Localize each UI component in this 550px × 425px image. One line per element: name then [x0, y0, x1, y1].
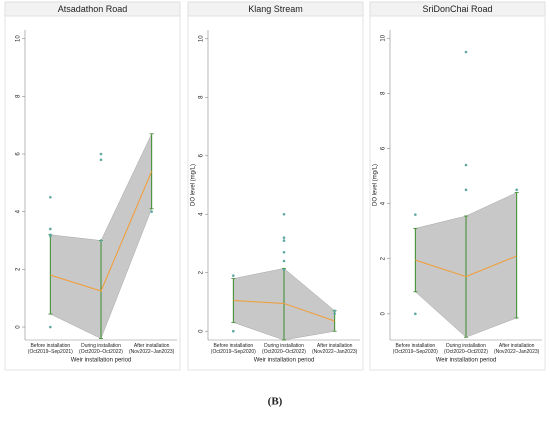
x-axis-label: Weir installation period	[436, 358, 497, 364]
data-point	[282, 250, 286, 254]
data-point	[232, 274, 235, 277]
y-tick-label: 6	[16, 152, 22, 156]
y-tick-label: 0	[16, 325, 22, 329]
data-point	[282, 239, 286, 242]
x-tick-label-line: (Oct2019–Sep2021)	[28, 349, 73, 355]
y-tick-label: 2	[199, 270, 205, 274]
y-tick-label: 4	[381, 201, 387, 205]
data-point	[99, 158, 103, 162]
data-point	[99, 239, 103, 242]
y-tick-label: 8	[381, 91, 387, 95]
x-tick-label-line: After installation	[499, 343, 535, 349]
panel-title: Atsadathon Road	[58, 4, 128, 14]
y-tick-label: 0	[381, 311, 387, 315]
mean-line	[233, 300, 335, 322]
data-point	[464, 163, 468, 167]
data-point	[49, 227, 52, 231]
y-tick-label: 4	[16, 209, 22, 213]
x-tick-label-line: (Oct2020–Oct2022)	[444, 349, 488, 355]
data-point	[333, 309, 336, 313]
x-tick-label-line: After installation	[134, 343, 170, 349]
x-tick-label-line: (Oct2020–Oct2022)	[79, 349, 123, 355]
data-point	[464, 188, 468, 192]
data-point	[49, 195, 52, 199]
x-tick-label-line: During installation	[446, 343, 486, 349]
y-tick-label: 8	[199, 95, 205, 99]
data-point	[282, 236, 286, 239]
x-tick-label: Before installation (Oct2019–Sep2020)	[393, 343, 438, 355]
panel-header	[187, 1, 364, 17]
data-point	[464, 50, 468, 54]
data-point	[282, 259, 286, 263]
y-tick-label: 2	[381, 256, 387, 260]
data-point	[232, 329, 235, 333]
mean-line	[415, 255, 517, 278]
data-point	[414, 213, 417, 216]
x-tick-label-line: Before installation	[395, 343, 435, 349]
x-tick-label-line: (Nov2022–Jan2023)	[494, 349, 540, 355]
y-tick-label: 10	[16, 35, 22, 42]
y-axis-label: DO level (mg/L)	[191, 164, 197, 206]
y-tick-label: 6	[199, 153, 205, 157]
x-tick-label: Before installation (Oct2019–Sep2020)	[211, 343, 256, 355]
caption: (B)	[268, 396, 283, 408]
x-tick-label: Before installation (Oct2019–Sep2021)	[28, 343, 73, 355]
data-point	[150, 210, 153, 213]
x-tick-label-line: (Nov2022–Jan2023)	[129, 349, 175, 355]
data-point	[282, 212, 286, 216]
x-tick-label: During installation (Oct2020–Oct2022)	[262, 343, 306, 355]
x-tick-label-line: During installation	[81, 343, 121, 349]
x-tick-label-line: Before installation	[213, 343, 253, 349]
y-tick-label: 8	[16, 94, 22, 98]
y-tick-label: 4	[199, 212, 205, 216]
y-tick-label: 10	[381, 34, 387, 41]
x-tick-label-line: (Nov2022–Jan2023)	[312, 349, 358, 355]
data-point	[414, 312, 417, 316]
x-tick-label: After installation (Nov2022–Jan2023)	[494, 343, 540, 355]
x-axis-label: Weir installation period	[254, 358, 315, 364]
y-tick-label: 0	[199, 329, 205, 333]
x-tick-label-line: After installation	[317, 343, 353, 349]
x-tick-label: During installation (Oct2020–Oct2022)	[444, 343, 488, 355]
x-tick-label: During installation (Oct2020–Oct2022)	[79, 343, 123, 355]
data-point	[333, 312, 336, 315]
data-point	[282, 268, 286, 272]
mean-line	[50, 171, 153, 292]
x-axis-label: Weir installation period	[71, 358, 132, 364]
x-tick-label: After installation (Nov2022–Jan2023)	[312, 343, 358, 355]
x-tick-label-line: (Oct2019–Sep2020)	[393, 349, 438, 355]
panel-header	[4, 1, 181, 17]
panel-title: Klang Stream	[248, 4, 303, 14]
x-tick-label-line: Before installation	[30, 343, 70, 349]
y-tick-label: 10	[199, 35, 205, 42]
x-tick-label-line: During installation	[264, 343, 304, 349]
x-tick-label: After installation (Nov2022–Jan2023)	[129, 343, 175, 355]
data-point	[99, 152, 103, 156]
x-tick-label-line: (Oct2020–Oct2022)	[262, 349, 306, 355]
x-tick-label-line: (Oct2019–Sep2020)	[211, 349, 256, 355]
y-tick-label: 6	[381, 146, 387, 150]
y-axis-label: DO level (mg/L)	[373, 164, 379, 206]
data-point	[515, 188, 518, 192]
data-point	[49, 325, 52, 329]
panel-header	[369, 1, 546, 17]
panel-title: SriDonChai Road	[422, 4, 492, 14]
y-tick-label: 2	[16, 267, 22, 271]
data-point	[49, 234, 52, 238]
